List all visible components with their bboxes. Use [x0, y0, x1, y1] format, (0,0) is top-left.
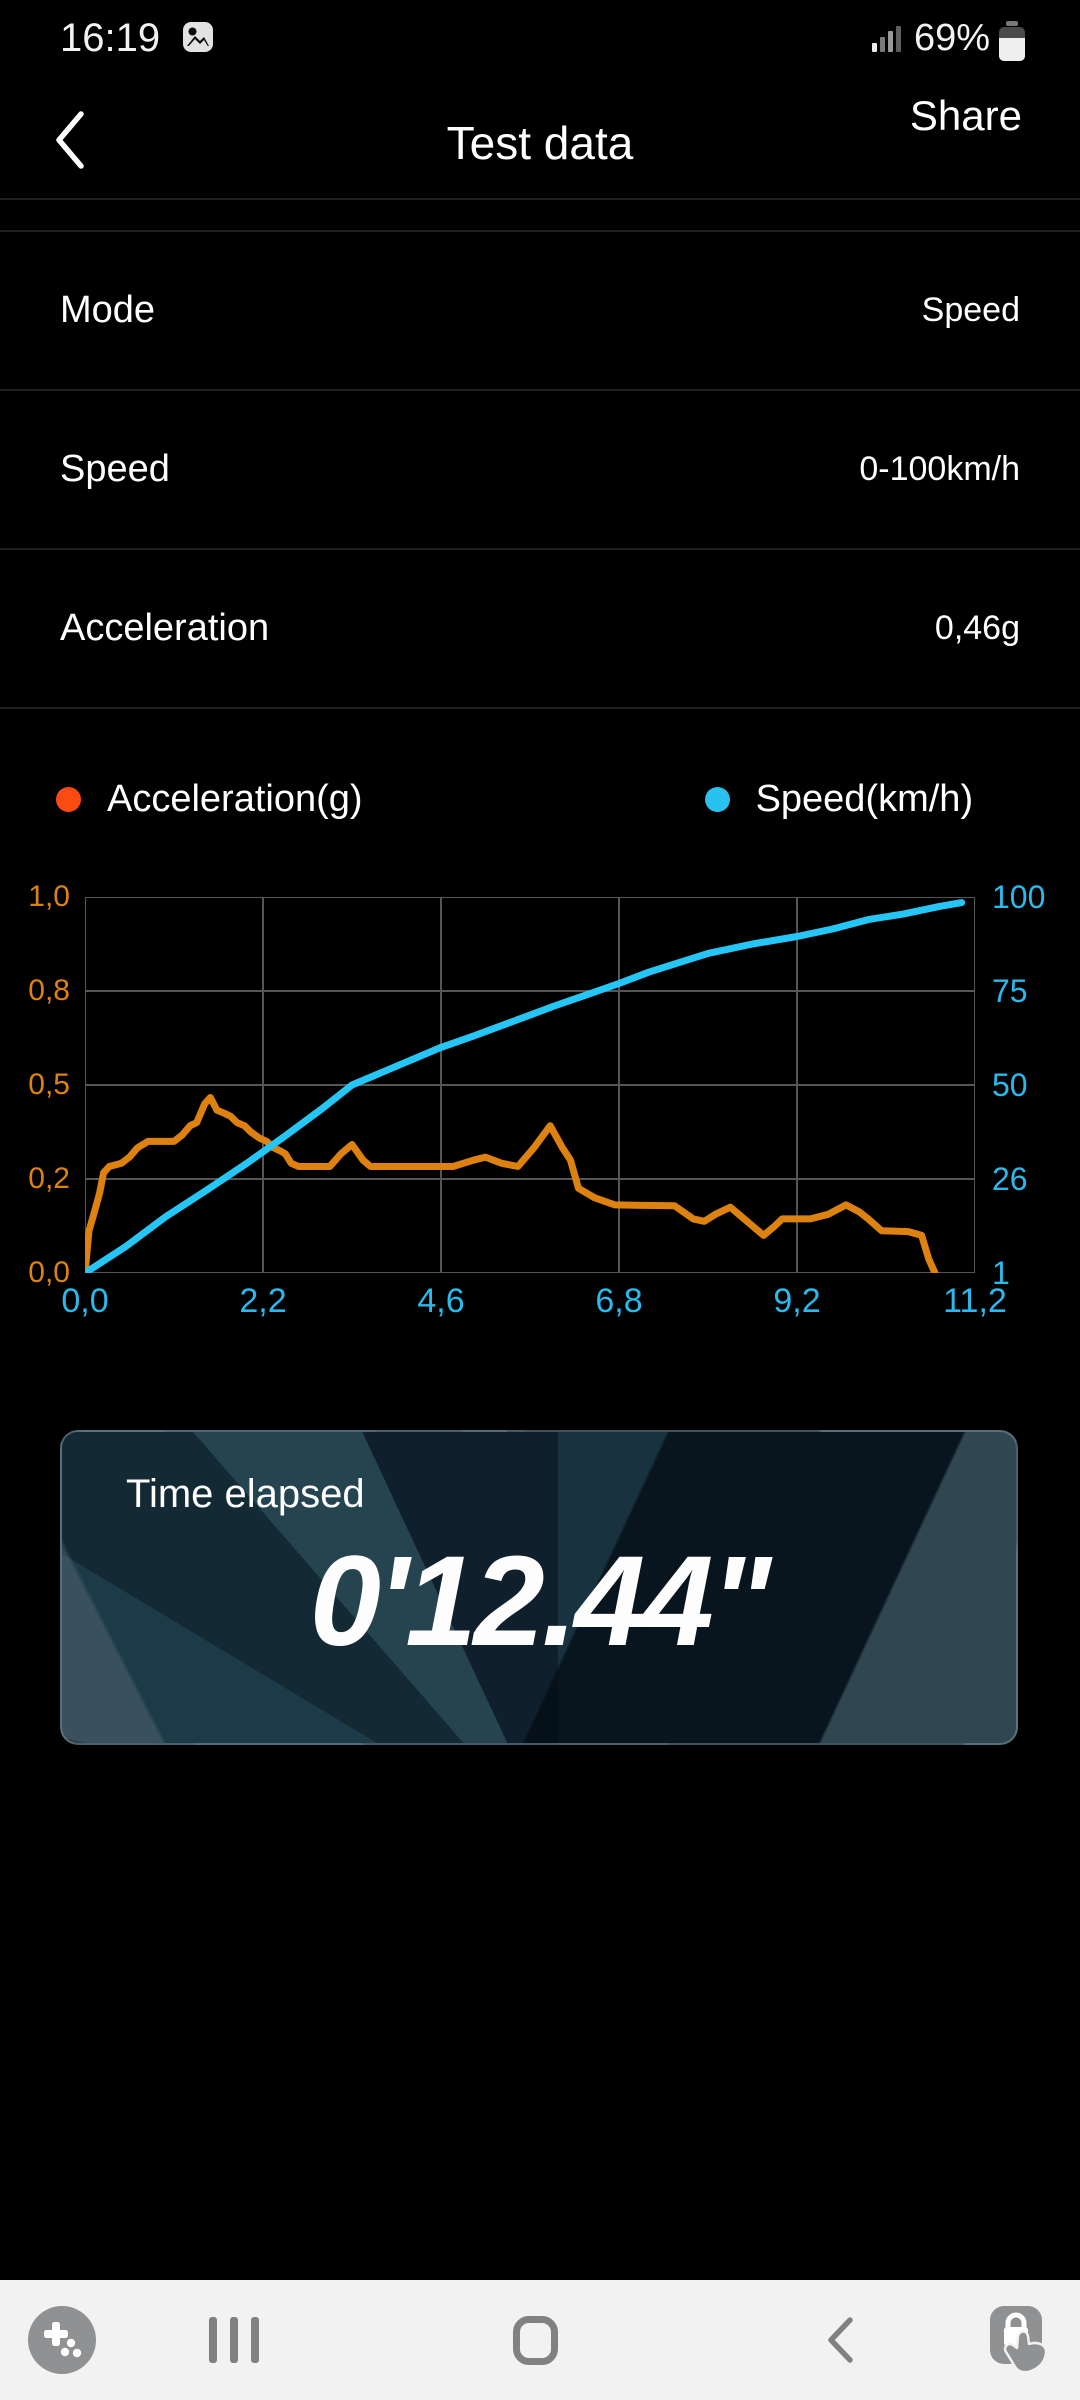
gamepad-icon [28, 2306, 96, 2374]
time-card-title: Time elapsed [126, 1472, 365, 1516]
axis-tick-label: 0,0 [61, 1282, 109, 1320]
touch-lock-icon [990, 2306, 1048, 2374]
axis-tick-label: 0,5 [28, 1068, 70, 1101]
row-label: Speed [60, 448, 170, 490]
time-elapsed-value: 0'12.44" [309, 1530, 772, 1673]
acceleration-series-line [85, 1094, 939, 1273]
back-chevron-icon [828, 2317, 853, 2363]
touch-lock-button[interactable] [962, 2280, 1080, 2400]
header-divider [0, 198, 1080, 200]
speed-series-line [85, 899, 966, 1273]
back-button[interactable] [40, 104, 100, 176]
row-value: Speed [921, 291, 1020, 329]
signal-strength-icon [872, 26, 901, 52]
axis-tick-label: 75 [992, 973, 1028, 1009]
game-launcher-button[interactable] [2, 2280, 122, 2400]
status-clock: 16:19 [60, 16, 161, 60]
legend-item-acceleration[interactable]: Acceleration(g) [56, 778, 363, 821]
acceleration-dot-icon [56, 787, 81, 812]
row-mode: Mode Speed [0, 232, 1080, 391]
info-rows: Mode Speed Speed 0-100km/h Acceleration … [0, 230, 1080, 709]
gallery-notification-icon [183, 22, 213, 57]
navigation-bar [0, 2280, 1080, 2400]
axis-tick-label: 4,6 [417, 1282, 465, 1320]
row-label: Acceleration [60, 607, 270, 649]
battery-cap [1006, 21, 1018, 26]
recents-icon [209, 2317, 259, 2363]
axis-tick-label: 1,0 [28, 880, 70, 913]
axis-tick-label: 1 [992, 1255, 1010, 1291]
time-elapsed-card: Time elapsed 0'12.44" [60, 1430, 1018, 1745]
speed-dot-icon [704, 787, 730, 812]
axis-tick-label: 100 [992, 879, 1046, 915]
legend-label: Speed(km/h) [755, 778, 974, 820]
back-nav-button[interactable] [780, 2280, 900, 2400]
legend-item-speed[interactable]: Speed(km/h) [704, 778, 974, 821]
row-speed: Speed 0-100km/h [0, 391, 1080, 550]
axis-tick-label: 0,0 [28, 1256, 70, 1289]
axis-tick-label: 26 [992, 1161, 1028, 1197]
axis-tick-label: 0,2 [28, 1162, 70, 1195]
home-button[interactable] [475, 2280, 595, 2400]
axis-tick-label: 6,8 [595, 1282, 643, 1320]
axis-tick-label: 2,2 [239, 1282, 287, 1320]
axis-tick-label: 9,2 [773, 1282, 821, 1320]
row-label: Mode [60, 289, 156, 331]
battery-icon [999, 27, 1025, 61]
chevron-left-icon [56, 111, 84, 169]
row-acceleration: Acceleration 0,46g [0, 550, 1080, 709]
axis-tick-label: 50 [992, 1067, 1028, 1103]
line-chart-plot [85, 897, 975, 1273]
axis-tick-label: 11,2 [943, 1282, 1007, 1320]
legend-label: Acceleration(g) [107, 778, 363, 820]
page-title: Test data [446, 117, 634, 169]
axis-tick-label: 0,8 [28, 974, 70, 1007]
recents-button[interactable] [174, 2280, 294, 2400]
share-button[interactable]: Share [909, 92, 1022, 139]
home-icon [512, 2315, 558, 2365]
row-value: 0-100km/h [859, 450, 1020, 488]
chart-legend: Acceleration(g) Speed(km/h) [56, 778, 973, 821]
row-value: 0,46g [934, 609, 1020, 647]
battery-percent-label: 69% [914, 17, 991, 59]
